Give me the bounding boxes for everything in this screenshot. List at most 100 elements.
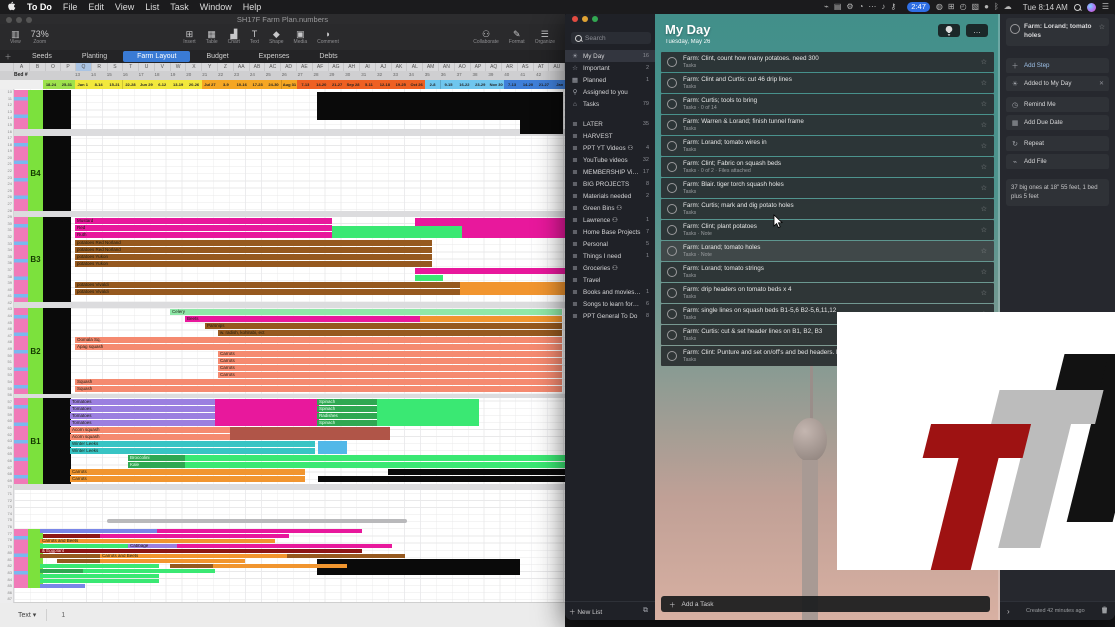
- sidebar-item-big-projects[interactable]: ≣ BIG PROJECTS 8: [565, 178, 655, 190]
- gantt-bar[interactable]: Carrots and Beets: [100, 554, 289, 558]
- row-number[interactable]: 45: [7, 319, 12, 325]
- bed-label-column[interactable]: [28, 90, 43, 129]
- sidebar-item-assigned-to-you[interactable]: ⚲ Assigned to you: [565, 86, 655, 98]
- gantt-bar[interactable]: w. radish, kohlrabi, ect: [218, 330, 562, 336]
- gantt-bar[interactable]: [318, 441, 347, 454]
- menu-item-help[interactable]: Help: [242, 2, 262, 12]
- row-number[interactable]: 61: [7, 425, 12, 431]
- row-number[interactable]: 13: [7, 108, 12, 114]
- important-star-icon[interactable]: ☆: [980, 164, 987, 171]
- new-list-button[interactable]: ＋ New List: [569, 609, 603, 616]
- gantt-bar[interactable]: [213, 564, 347, 568]
- toolbar-button-text[interactable]: T Text: [250, 29, 259, 45]
- gantt-bar[interactable]: [185, 462, 565, 468]
- row-number[interactable]: 24: [7, 181, 12, 187]
- column-header-AE[interactable]: AE: [297, 63, 313, 71]
- status-icon[interactable]: ⚙: [846, 2, 854, 11]
- row-number[interactable]: 26: [7, 194, 12, 200]
- gantt-bar[interactable]: potatoes Vivaldi: [75, 282, 462, 288]
- row-number[interactable]: 71: [7, 490, 12, 496]
- black-column-cells[interactable]: [43, 136, 71, 211]
- row-number[interactable]: 68: [7, 471, 12, 477]
- bed-index-column[interactable]: [13, 308, 29, 394]
- gantt-bar[interactable]: Winter Leeks: [70, 441, 315, 447]
- row-number[interactable]: 78: [7, 537, 12, 543]
- row-number[interactable]: 83: [7, 570, 12, 576]
- row-number[interactable]: 58: [7, 405, 12, 411]
- row-number[interactable]: 52: [7, 365, 12, 371]
- date-cell[interactable]: 2-8: [424, 80, 442, 89]
- column-header-AQ[interactable]: AQ: [486, 63, 503, 71]
- complete-task-circle[interactable]: [667, 57, 677, 67]
- gantt-bar[interactable]: [157, 529, 362, 533]
- gantt-bar[interactable]: [170, 564, 215, 568]
- important-star-icon[interactable]: ☆: [980, 59, 987, 66]
- sheet-tab-expenses[interactable]: Expenses: [258, 53, 290, 60]
- black-column-cells[interactable]: [43, 308, 71, 394]
- row-number[interactable]: 31: [7, 227, 12, 233]
- minimize-window-button[interactable]: [582, 16, 588, 22]
- gantt-bar[interactable]: potatoes Red Norland: [75, 240, 432, 246]
- horizontal-scrollbar[interactable]: [107, 519, 407, 523]
- sidebar-item-important[interactable]: ☆ Important 2: [565, 62, 655, 74]
- bed-label-column[interactable]: B2: [28, 308, 43, 394]
- row-number[interactable]: 12: [7, 102, 12, 108]
- column-header-AU[interactable]: AU: [549, 63, 566, 71]
- date-cell[interactable]: 5-11: [361, 80, 378, 89]
- close-window-button[interactable]: [572, 16, 578, 22]
- menu-item-view[interactable]: View: [114, 2, 135, 12]
- sheet-tab-debts[interactable]: Debts: [319, 53, 338, 60]
- gantt-bar[interactable]: Spinach: [317, 399, 379, 405]
- detail-action-add-file[interactable]: ⌁ Add File: [1006, 154, 1109, 170]
- important-star-icon[interactable]: ☆: [980, 227, 987, 234]
- bed-index-column[interactable]: [13, 90, 29, 129]
- status-icon[interactable]: ⚷: [890, 2, 897, 11]
- row-number[interactable]: 40: [7, 286, 12, 292]
- bed-index-column[interactable]: [13, 529, 29, 588]
- row-number[interactable]: 65: [7, 451, 12, 457]
- date-cell[interactable]: 10-16: [233, 80, 251, 89]
- row-number[interactable]: 77: [7, 530, 12, 536]
- column-header-AJ[interactable]: AJ: [376, 63, 392, 71]
- sidebar-item-membership-vid-[interactable]: ≣ MEMBERSHIP Vid… 17: [565, 166, 655, 178]
- row-number[interactable]: 27: [7, 201, 12, 207]
- complete-task-circle[interactable]: [667, 267, 677, 277]
- row-number[interactable]: 36: [7, 260, 12, 266]
- date-cell[interactable]: 24-30: [265, 80, 283, 89]
- sidebar-item-books-and-movies-[interactable]: ≣ Books and movies… 1: [565, 286, 655, 298]
- column-header-AL[interactable]: AL: [407, 63, 424, 71]
- column-header-W[interactable]: W: [171, 63, 187, 71]
- column-header-Y[interactable]: Y: [202, 63, 219, 71]
- menu-item-task[interactable]: Task: [170, 2, 189, 12]
- task-row[interactable]: Farm: Lorand; tomato holes Tasks · Note ☆: [661, 241, 994, 261]
- new-group-icon[interactable]: ⧉: [643, 607, 648, 614]
- black-column-cells[interactable]: [43, 398, 71, 484]
- sidebar-item-ppt-general-to-do[interactable]: ≣ PPT General To Do 8: [565, 310, 655, 322]
- row-number[interactable]: 62: [7, 431, 12, 437]
- date-cell[interactable]: 14-20: [520, 80, 537, 89]
- remove-from-my-day-icon[interactable]: ✕: [1098, 81, 1104, 87]
- bed-label-column[interactable]: B4: [28, 136, 43, 211]
- detail-action-add-step[interactable]: ＋ Add Step: [1006, 58, 1109, 74]
- row-number[interactable]: 80: [7, 550, 12, 556]
- task-row[interactable]: Farm: drip headers on tomato beds x 4 Tas…: [661, 283, 994, 303]
- bed-index-column[interactable]: [13, 136, 29, 211]
- date-cell[interactable]: Jun 1: [74, 80, 92, 89]
- row-number[interactable]: 18: [7, 141, 12, 147]
- gantt-bar[interactable]: [215, 399, 319, 426]
- toolbar-button-zoom[interactable]: 73% Zoom: [31, 29, 49, 45]
- row-number[interactable]: 63: [7, 438, 12, 444]
- gantt-bar[interactable]: potatoes Red Norland: [75, 247, 432, 253]
- important-star-icon[interactable]: ☆: [1098, 24, 1105, 31]
- toolbar-button-view[interactable]: ▥ View: [10, 29, 21, 45]
- gantt-bar[interactable]: [100, 534, 289, 538]
- important-star-icon[interactable]: ☆: [980, 143, 987, 150]
- sheet-tab-planting[interactable]: Planting: [81, 53, 108, 60]
- row-number[interactable]: 35: [7, 253, 12, 259]
- column-header-AN[interactable]: AN: [439, 63, 455, 71]
- status-icon[interactable]: ◔: [858, 2, 864, 11]
- complete-task-circle[interactable]: [667, 183, 677, 193]
- important-star-icon[interactable]: ☆: [980, 206, 987, 213]
- row-number[interactable]: 69: [7, 477, 12, 483]
- task-row[interactable]: Farm: Lorand; tomato wires in Tasks ☆: [661, 136, 994, 156]
